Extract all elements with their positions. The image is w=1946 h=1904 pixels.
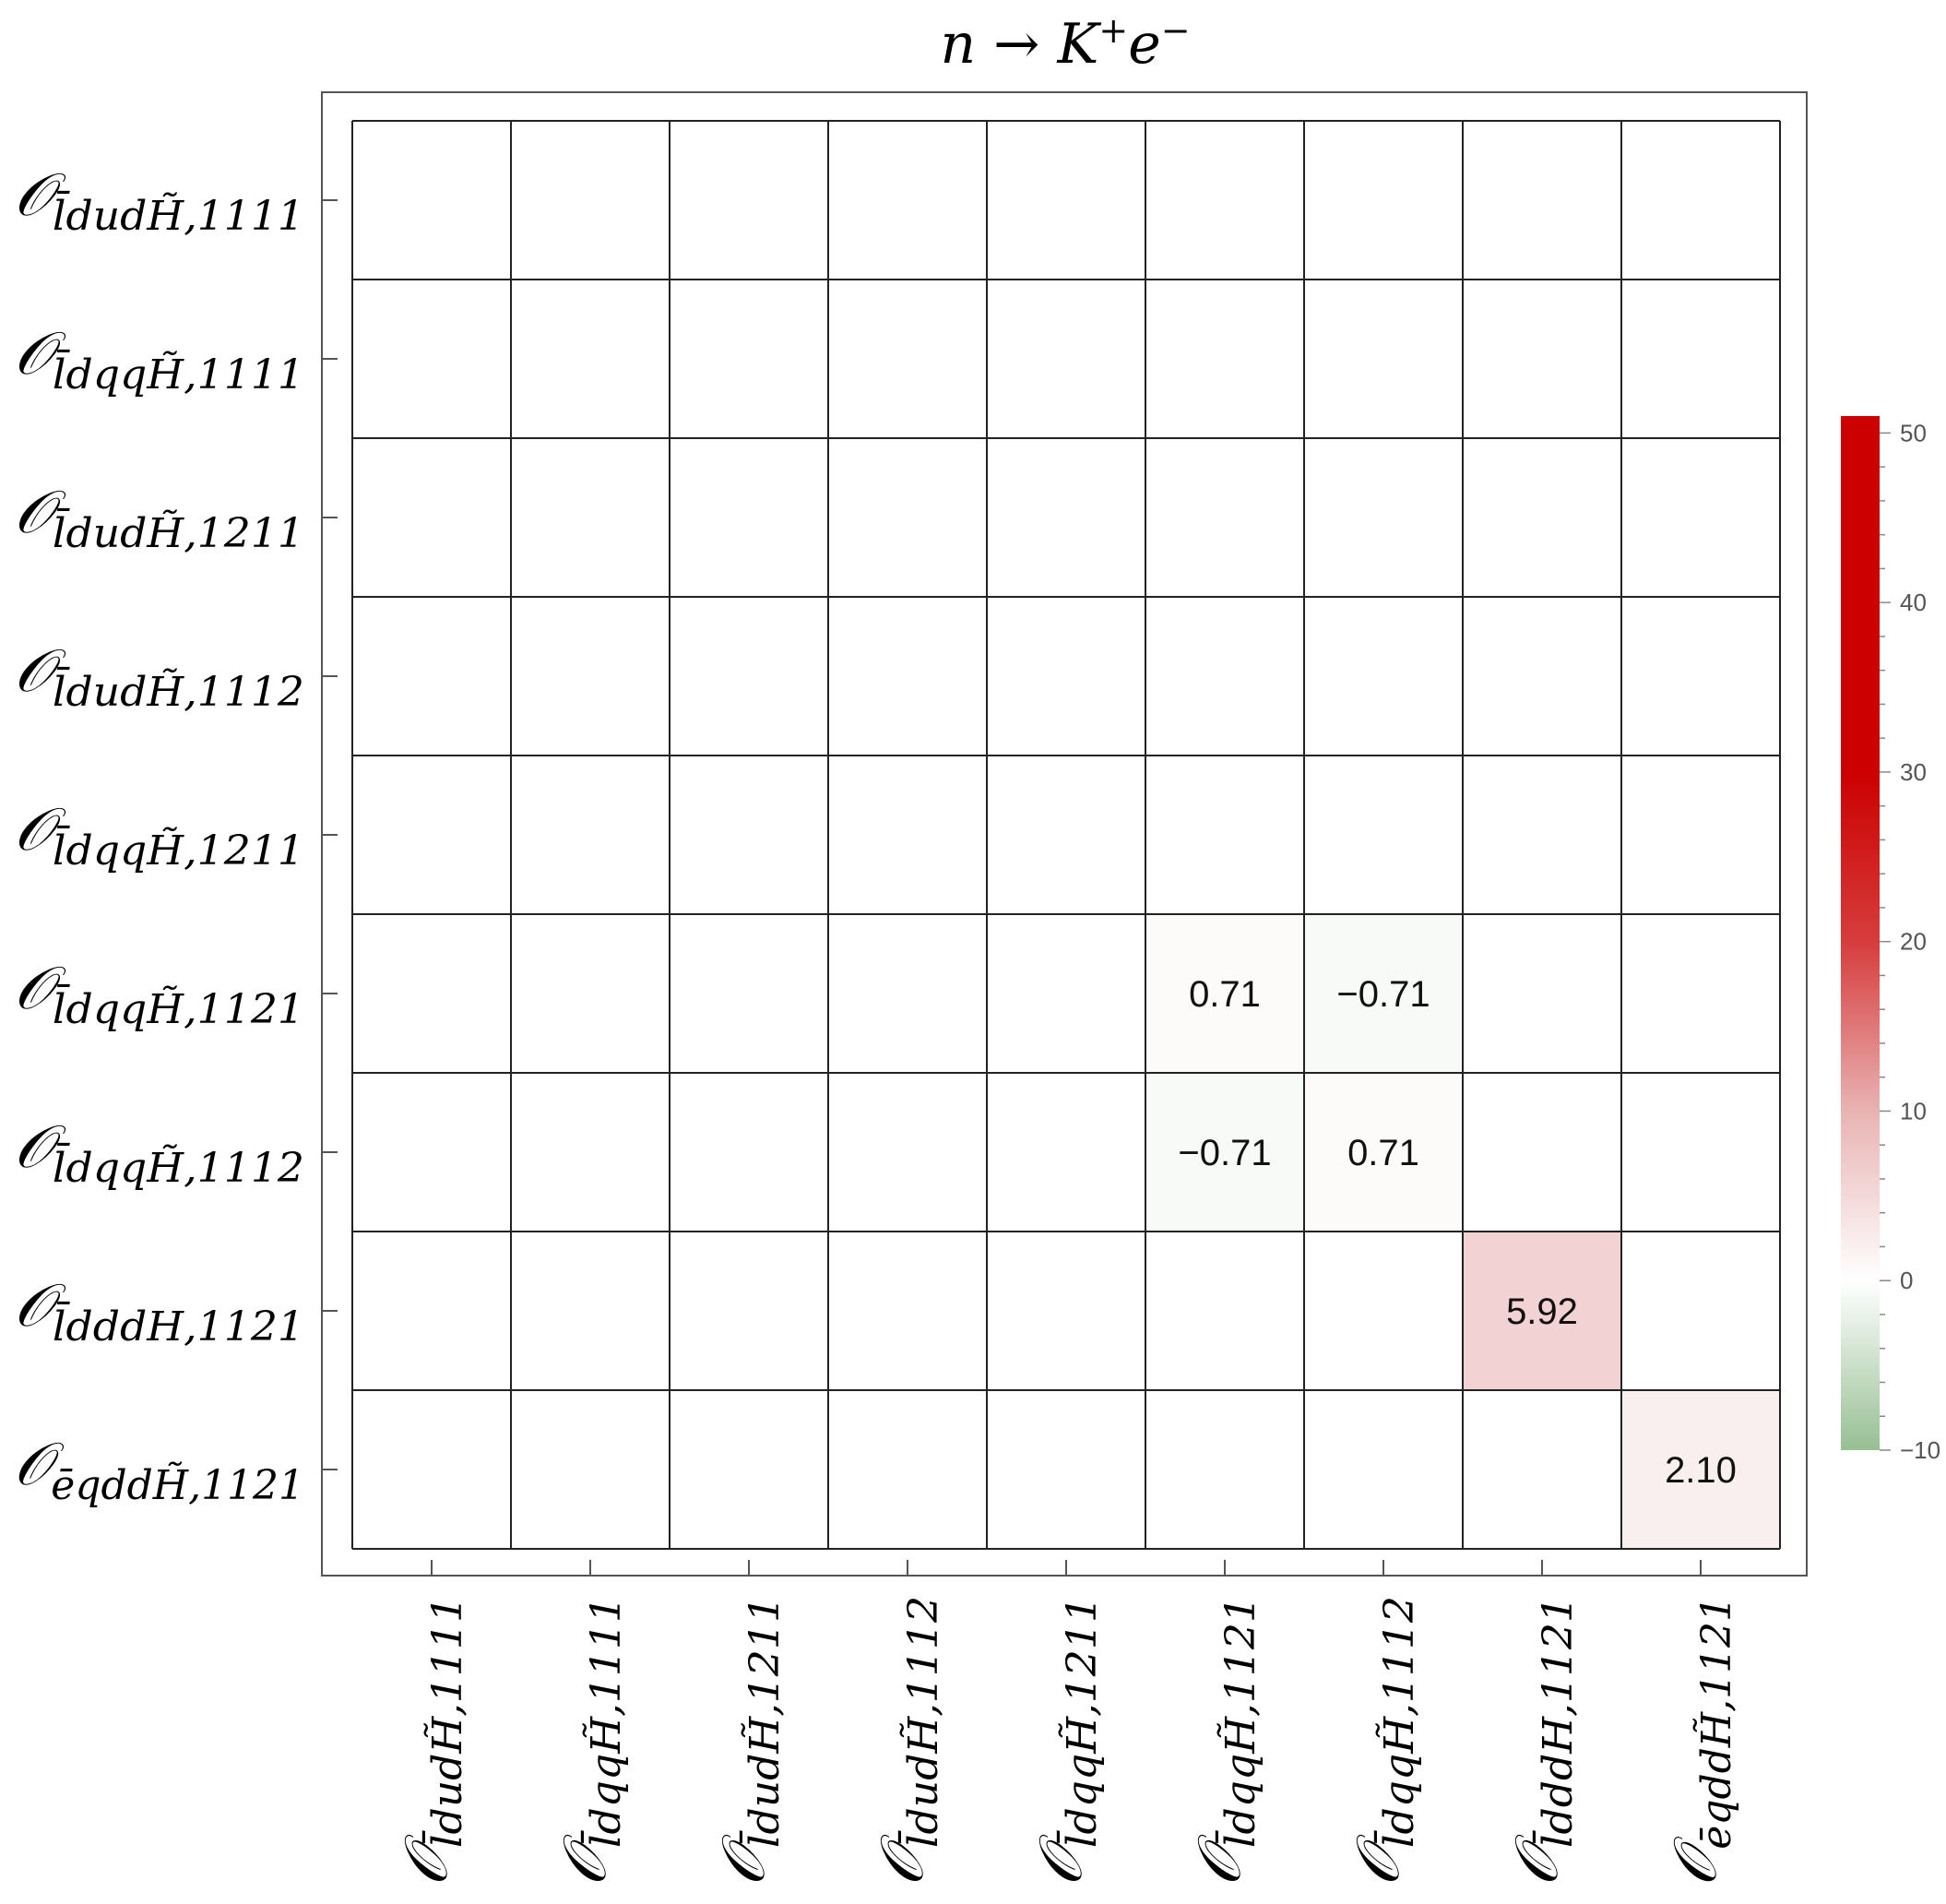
heatmap-cell	[1304, 914, 1463, 1073]
cell-value-label: 5.92	[1506, 1291, 1578, 1332]
operator-subscript: l̄dudH̃,1112	[896, 1596, 947, 1848]
x-axis-label: 𝒪l̄dqqH̃,1112	[1345, 1596, 1423, 1886]
y-axis-label: 𝒪ēqddH̃,1121	[14, 1431, 304, 1509]
x-axis-labels: 𝒪l̄dudH̃,1111 𝒪l̄dqqH̃,1111 𝒪l̄dudH̃,1211 𝒪…	[393, 1596, 1740, 1886]
title-sup-1: +	[1098, 10, 1128, 51]
operator-subscript: l̄dudH̃,1111	[421, 1596, 471, 1848]
y-axis-label: 𝒪l̄dqqH̃,1121	[14, 955, 304, 1033]
colorbar-tick-label: 10	[1900, 1097, 1927, 1125]
title-main: n → K	[940, 12, 1101, 77]
x-axis-label: 𝒪ēqddH̃,1121	[1662, 1596, 1740, 1886]
heatmap-cell	[1304, 1073, 1463, 1232]
chart-title: n → K+e−	[940, 10, 1190, 77]
y-axis-label: 𝒪l̄dudH̃,1111	[14, 161, 304, 240]
operator-subscript: ēqddH̃,1121	[51, 1460, 304, 1509]
colorbar-tick-label: 20	[1900, 928, 1927, 956]
colorbar-gradient	[1841, 416, 1880, 1450]
operator-subscript: l̄dqqH̃,1121	[1214, 1596, 1264, 1848]
colorbar: −10 0 10 20 30 40 50	[1841, 416, 1940, 1464]
x-axis-label: 𝒪l̄dddH,1121	[1503, 1596, 1582, 1886]
colorbar-tick-label: 40	[1900, 589, 1927, 616]
x-axis-label: 𝒪l̄dqqH̃,1211	[1027, 1596, 1106, 1886]
y-axis-label: 𝒪l̄dudH̃,1112	[14, 637, 304, 716]
y-axis-label: 𝒪l̄dqqH̃,1111	[14, 320, 304, 399]
heatmap-cell	[1145, 1073, 1304, 1232]
grid-lines	[351, 120, 1781, 1550]
colorbar-tick-label: 50	[1900, 419, 1927, 446]
colorbar-tick-label: 0	[1900, 1267, 1913, 1294]
axis-ticks	[322, 199, 1702, 1576]
cell-layer: 0.71 −0.71 −0.71 0.71 5.92 2.10	[1145, 914, 1780, 1549]
heatmap-cell	[1463, 1232, 1621, 1390]
operator-subscript: l̄dqqH̃,1112	[1372, 1596, 1423, 1848]
heatmap-cell	[1621, 1390, 1780, 1549]
x-axis-label: 𝒪l̄dqqH̃,1121	[1186, 1596, 1264, 1886]
y-axis-label: 𝒪l̄dqqH̃,1211	[14, 796, 304, 875]
operator-subscript: ēqddH̃,1121	[1691, 1596, 1740, 1850]
y-axis-labels: 𝒪l̄dudH̃,1111 𝒪l̄dqqH̃,1111 𝒪l̄dudH̃,1211 𝒪…	[14, 161, 304, 1509]
cell-value-label: −0.71	[1336, 974, 1430, 1015]
y-axis-label: 𝒪l̄dudH̃,1211	[14, 479, 304, 557]
operator-subscript: l̄dudH̃,1112	[53, 665, 304, 716]
operator-subscript: l̄dqqH̃,1121	[53, 982, 304, 1033]
cell-value-label: 2.10	[1665, 1450, 1737, 1491]
operator-subscript: l̄dqqH̃,1111	[53, 348, 304, 399]
cell-value-label: −0.71	[1178, 1133, 1271, 1173]
operator-subscript: l̄dqqH̃,1211	[53, 824, 304, 875]
heatmap-cell	[1145, 914, 1304, 1073]
x-axis-label: 𝒪l̄dudH̃,1112	[869, 1596, 947, 1886]
title-sup-2: −	[1161, 10, 1191, 51]
y-axis-label: 𝒪l̄dddH,1121	[14, 1272, 304, 1351]
operator-subscript: l̄dudH̃,1111	[53, 189, 304, 240]
operator-subscript: l̄dddH,1121	[53, 1300, 304, 1351]
cell-value-label: 0.71	[1189, 974, 1261, 1015]
colorbar-tick-label: −10	[1900, 1436, 1940, 1464]
operator-subscript: l̄dqqH̃,1111	[579, 1596, 630, 1848]
colorbar-tick-label: 30	[1900, 758, 1927, 786]
operator-subscript: l̄dddH,1121	[1531, 1596, 1582, 1848]
y-axis-label: 𝒪l̄dqqH̃,1112	[14, 1113, 304, 1192]
x-axis-label: 𝒪l̄dqqH̃,1111	[552, 1596, 630, 1886]
cell-value-label: 0.71	[1347, 1133, 1419, 1173]
operator-subscript: l̄dqqH̃,1211	[1055, 1596, 1106, 1848]
operator-subscript: l̄dudH̃,1211	[53, 506, 304, 557]
x-axis-label: 𝒪l̄dudH̃,1111	[393, 1596, 471, 1886]
operator-subscript: l̄dqqH̃,1112	[53, 1141, 304, 1192]
x-axis-label: 𝒪l̄dudH̃,1211	[710, 1596, 789, 1886]
title-mid: e	[1128, 12, 1161, 77]
operator-subscript: l̄dudH̃,1211	[738, 1596, 789, 1848]
